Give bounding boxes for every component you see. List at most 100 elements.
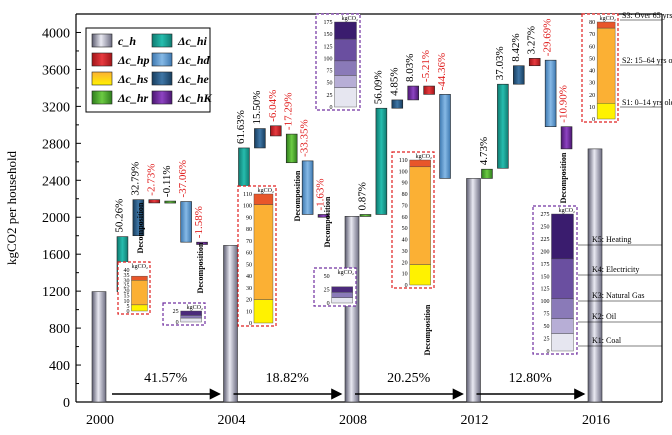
inset-segment xyxy=(131,275,148,281)
fuel-type-label: K5: Heating xyxy=(592,235,631,244)
decomposition-label: Decomposition xyxy=(293,170,302,221)
inset-tick-label: 20 xyxy=(402,260,408,266)
step-bar-dhd xyxy=(180,201,192,243)
legend-label-dhk: Δc_hK xyxy=(177,91,213,105)
inset-tick-label: 25 xyxy=(543,337,549,343)
legend-label-dhr: Δc_hr xyxy=(117,91,149,105)
legend-label-dhi: Δc_hi xyxy=(177,34,208,48)
inset-tick-label: 25 xyxy=(326,93,332,99)
y-tick-label: 2800 xyxy=(42,137,70,152)
legend-swatch-dhd xyxy=(151,52,173,67)
inset-segment xyxy=(551,258,574,299)
inset-tick-label: 10 xyxy=(402,272,408,278)
fuel-type-label: K3: Natural Gas xyxy=(592,291,644,300)
inset-unit: kgCO₂ xyxy=(342,16,358,22)
inset-unit: kgCO₂ xyxy=(600,16,616,22)
inset-segment xyxy=(334,38,357,62)
legend-swatch-dhi xyxy=(151,33,173,48)
inset-segment xyxy=(253,299,274,324)
step-pct-label: 15.50% xyxy=(251,91,263,125)
step-pct-label: -37.06% xyxy=(177,160,189,198)
inset-tick-label: 0 xyxy=(405,283,408,289)
growth-label: 18.82% xyxy=(266,371,310,386)
inset-tick-label: 275 xyxy=(540,212,549,218)
inset-tick-label: 50 xyxy=(543,324,549,330)
inset-tick-label: 0 xyxy=(329,105,332,111)
step-pct-label: -33.35% xyxy=(299,119,311,157)
inset-tick-label: 200 xyxy=(540,249,549,255)
inset-tick-label: 70 xyxy=(402,203,408,209)
total-bar-2004 xyxy=(223,245,238,403)
inset-segment xyxy=(253,193,274,205)
inset-tick-label: 40 xyxy=(123,268,129,274)
total-bar-2016 xyxy=(587,148,603,403)
legend-label-ch: c_h xyxy=(118,34,136,48)
inset-segment xyxy=(180,310,202,316)
y-tick-label: 1600 xyxy=(42,248,70,263)
inset-tick-label: 50 xyxy=(246,262,252,268)
step-bar-dhk xyxy=(317,214,330,218)
x-tick-label: 2000 xyxy=(86,413,114,428)
inset-tick-label: 25 xyxy=(123,283,129,289)
inset-tick-label: 75 xyxy=(326,69,332,75)
step-bar-dhr xyxy=(359,214,372,217)
inset-tick-label: 110 xyxy=(399,158,408,164)
step-pct-label: 56.09% xyxy=(372,70,384,104)
growth-label: 12.80% xyxy=(509,371,553,386)
inset-tick-label: 90 xyxy=(402,181,408,187)
total-bar-2000 xyxy=(91,291,107,403)
inset-tick-label: 5 xyxy=(126,304,129,310)
step-pct-label: 50.26% xyxy=(113,199,125,233)
step-bar-dhi xyxy=(497,83,509,169)
y-tick-label: 3600 xyxy=(42,63,70,78)
step-pct-label: -29.69% xyxy=(542,19,554,57)
inset-tick-label: 0 xyxy=(126,309,129,315)
step-pct-label: -2.73% xyxy=(145,164,157,196)
step-bar-dhr xyxy=(164,200,176,204)
step-pct-label: -0.11% xyxy=(161,165,173,197)
inset-segment xyxy=(334,75,357,88)
fuel-type-label: K4: Electricity xyxy=(592,265,639,274)
step-pct-label: -1.58% xyxy=(193,206,205,238)
step-bar-dhi xyxy=(375,107,388,215)
inset-tick-label: 100 xyxy=(323,56,332,62)
step-pct-label: -10.90% xyxy=(558,85,570,123)
inset-unit: kgCO₂ xyxy=(187,305,203,311)
legend-swatch-dhs xyxy=(91,71,113,86)
growth-label: 20.25% xyxy=(387,371,431,386)
inset-tick-label: 110 xyxy=(243,192,252,198)
inset-tick-label: 50 xyxy=(324,274,330,280)
inset-tick-label: 10 xyxy=(123,299,129,305)
step-pct-label: 8.42% xyxy=(510,33,522,61)
inset-tick-label: 80 xyxy=(246,227,252,233)
step-pct-label: 4.85% xyxy=(388,67,400,95)
step-bar-dhr xyxy=(481,168,493,179)
step-bar-dhe xyxy=(513,65,525,85)
inset-segment xyxy=(331,297,353,304)
inset-tick-label: 20 xyxy=(123,289,129,295)
inset-segment xyxy=(180,317,202,323)
inset-segment xyxy=(551,298,574,319)
x-tick-label: 2012 xyxy=(461,413,489,428)
inset-unit: kgCO₂ xyxy=(258,188,274,194)
step-bar-dhr xyxy=(285,133,298,164)
inset-segment xyxy=(409,166,431,265)
decomposition-label: Decomposition xyxy=(136,202,145,253)
inset-segment xyxy=(596,21,616,29)
step-bar-dhd xyxy=(544,59,557,128)
decomposition-label: Decomposition xyxy=(323,196,332,247)
step-bar-dhe xyxy=(391,99,404,109)
inset-segment xyxy=(334,60,357,76)
inset-tick-label: 40 xyxy=(589,69,595,75)
inset-segment xyxy=(409,159,431,168)
step-bar-dhk xyxy=(560,126,573,150)
inset-unit: kgCO₂ xyxy=(132,264,148,270)
fuel-type-label: K1: Coal xyxy=(592,336,622,345)
legend-swatch-dhe xyxy=(151,71,173,86)
step-pct-label: 0.87% xyxy=(356,182,368,210)
legend-label-dhs: Δc_hs xyxy=(117,72,149,86)
y-tick-label: 3200 xyxy=(42,100,70,115)
inset-segment xyxy=(551,318,574,334)
inset-tick-label: 40 xyxy=(246,274,252,280)
